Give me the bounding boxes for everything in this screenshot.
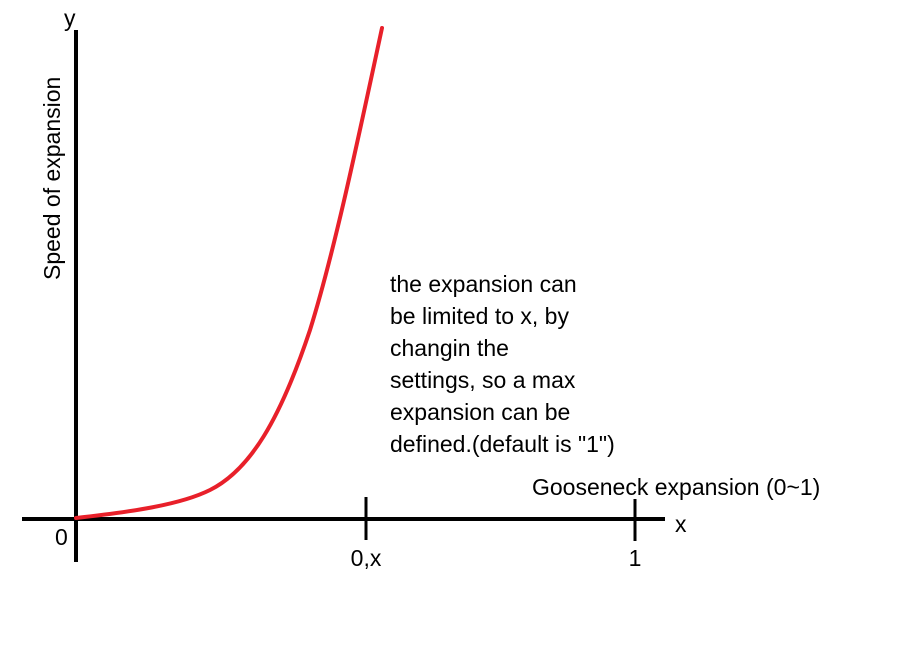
x-axis-label: x (675, 511, 687, 537)
annotation-line: expansion can be (390, 399, 570, 425)
annotation-line: settings, so a max (390, 367, 576, 393)
curve (74, 26, 384, 520)
annotation-line: the expansion can (390, 271, 577, 297)
annotation-line: defined.(default is "1") (390, 431, 615, 457)
annotation: the expansion can be limited to x, by chan… (390, 271, 615, 457)
tick-label: 1 (629, 545, 642, 571)
x-axis-title: Gooseneck expansion (0~1) (532, 474, 820, 500)
annotation-line: changin the (390, 335, 509, 361)
origin-label: 0 (55, 524, 68, 550)
y-axis-title: Speed of expansion (39, 77, 65, 280)
y-axis-label: y (64, 5, 76, 31)
tick-label: 0,x (351, 545, 382, 571)
annotation-line: be limited to x, by (390, 303, 569, 329)
